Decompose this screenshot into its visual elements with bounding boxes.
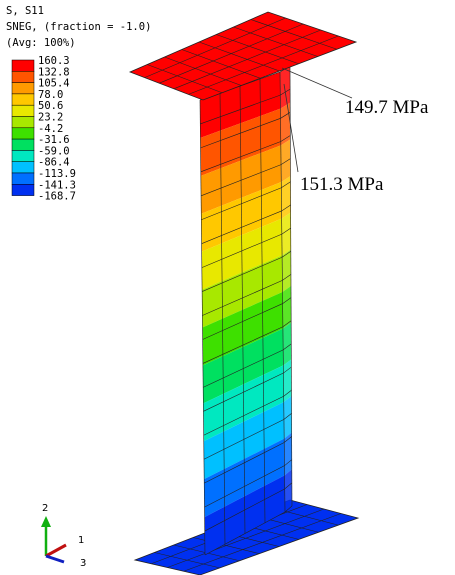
fem-view: S, S11 SNEG, (fraction = -1.0) (Avg: 100… bbox=[0, 0, 455, 575]
web-side-band bbox=[281, 139, 291, 182]
arrow-head bbox=[41, 516, 51, 527]
legend-value: -31.6 bbox=[38, 134, 70, 146]
annotation: 149.7 MPa bbox=[345, 97, 429, 118]
legend-value: -59.0 bbox=[38, 145, 70, 157]
legend-title: S, S11 bbox=[6, 5, 44, 17]
legend-swatch bbox=[12, 105, 34, 116]
legend-swatch bbox=[12, 117, 34, 128]
web-side-band bbox=[282, 249, 291, 292]
legend-value: 132.8 bbox=[38, 66, 70, 78]
legend-value: -141.3 bbox=[38, 179, 76, 191]
legend-swatch bbox=[12, 150, 34, 161]
triad: 2 1 3 bbox=[41, 503, 86, 569]
legend-swatch bbox=[12, 139, 34, 150]
legend-swatch bbox=[12, 184, 34, 195]
legend-value: 105.4 bbox=[38, 78, 70, 90]
legend-value: 50.6 bbox=[38, 100, 63, 112]
web-side-band bbox=[284, 396, 292, 439]
web-side-band bbox=[285, 469, 292, 512]
legend-swatch bbox=[12, 83, 34, 94]
leader-line bbox=[282, 68, 352, 98]
legend-value: -113.9 bbox=[38, 168, 76, 180]
legend-swatch bbox=[12, 60, 34, 71]
legend-swatch bbox=[12, 94, 34, 105]
legend-value: 160.3 bbox=[38, 55, 70, 67]
legend-value: -4.2 bbox=[38, 123, 63, 135]
model bbox=[130, 12, 358, 575]
legend-swatch bbox=[12, 71, 34, 82]
annotation: 151.3 MPa bbox=[300, 174, 384, 195]
web-side-band bbox=[280, 66, 290, 109]
axis-label: 1 bbox=[78, 535, 84, 546]
legend-value: -86.4 bbox=[38, 157, 70, 169]
axis-arrow bbox=[46, 545, 66, 556]
legend-swatch bbox=[12, 162, 34, 173]
web-side-band bbox=[284, 433, 292, 476]
legend-title: (Avg: 100%) bbox=[6, 37, 76, 49]
axis-label: 3 bbox=[80, 558, 86, 569]
legend-value: 23.2 bbox=[38, 112, 63, 124]
web-side-band bbox=[283, 286, 292, 329]
legend-swatch bbox=[12, 128, 34, 139]
web-side-band bbox=[283, 323, 291, 366]
legend-swatch bbox=[12, 173, 34, 184]
legend-value: 78.0 bbox=[38, 89, 63, 101]
web-side-band bbox=[282, 213, 291, 256]
axis-arrow bbox=[46, 556, 64, 562]
legend-title: SNEG, (fraction = -1.0) bbox=[6, 21, 151, 33]
axis-label: 2 bbox=[42, 503, 48, 514]
legend-value: -168.7 bbox=[38, 191, 76, 203]
